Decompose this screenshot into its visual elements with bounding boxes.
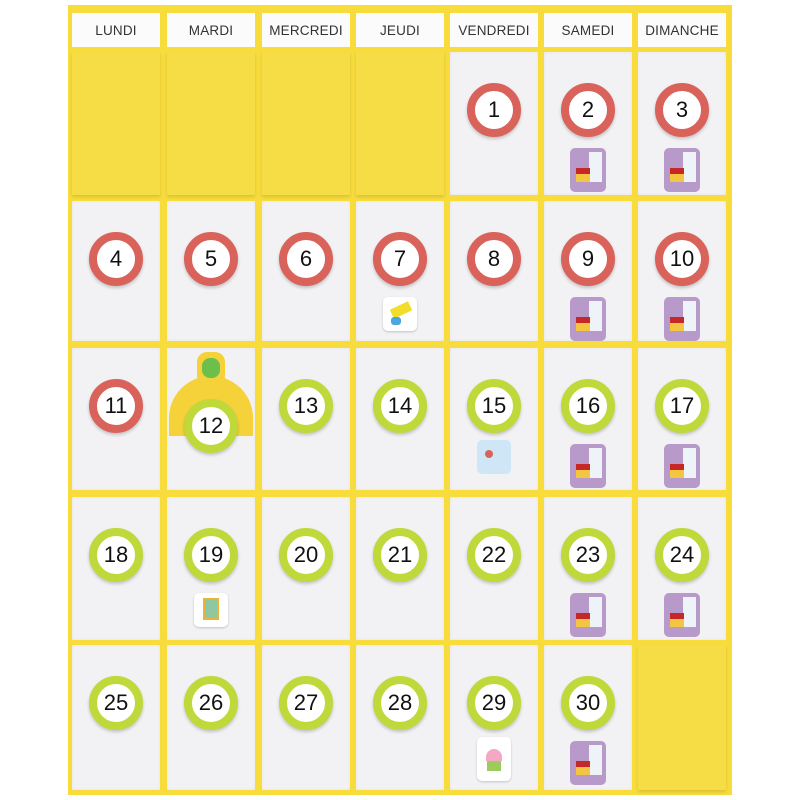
day-header-lundi: LUNDI (72, 13, 160, 47)
date-pocket[interactable]: 10 (638, 201, 726, 341)
house-sticker-icon[interactable] (570, 741, 606, 785)
house-sticker-icon[interactable] (664, 148, 700, 192)
date-pocket[interactable]: 2 (544, 52, 632, 195)
date-pocket[interactable]: 25 (72, 645, 160, 790)
date-disc[interactable]: 20 (279, 528, 333, 582)
day-header-mercredi: MERCREDI (262, 13, 350, 47)
date-pocket[interactable]: 28 (356, 645, 444, 790)
date-pocket[interactable]: 27 (262, 645, 350, 790)
date-pocket[interactable]: 6 (262, 201, 350, 341)
date-pocket[interactable]: 24 (638, 497, 726, 640)
date-pocket[interactable]: 5 (167, 201, 255, 341)
day-header-jeudi: JEUDI (356, 13, 444, 47)
date-disc[interactable]: 28 (373, 676, 427, 730)
date-pocket[interactable]: 11 (72, 348, 160, 490)
date-pocket[interactable]: 4 (72, 201, 160, 341)
date-disc[interactable]: 27 (279, 676, 333, 730)
house-sticker-icon[interactable] (570, 593, 606, 637)
date-disc[interactable]: 2 (561, 83, 615, 137)
date-pocket[interactable]: 3 (638, 52, 726, 195)
date-disc[interactable]: 30 (561, 676, 615, 730)
date-disc[interactable]: 22 (467, 528, 521, 582)
empty-pocket-cover[interactable] (262, 52, 350, 195)
date-pocket[interactable]: 13 (262, 348, 350, 490)
date-pocket[interactable]: 26 (167, 645, 255, 790)
date-pocket[interactable]: 21 (356, 497, 444, 640)
date-pocket[interactable]: 29 (450, 645, 538, 790)
date-disc[interactable]: 16 (561, 379, 615, 433)
date-pocket[interactable]: 12 (167, 348, 255, 490)
date-disc[interactable]: 1 (467, 83, 521, 137)
date-disc[interactable]: 4 (89, 232, 143, 286)
date-disc[interactable]: 10 (655, 232, 709, 286)
date-pocket[interactable]: 30 (544, 645, 632, 790)
date-disc[interactable]: 14 (373, 379, 427, 433)
house-sticker-icon[interactable] (570, 444, 606, 488)
day-header-samedi: SAMEDI (544, 13, 632, 47)
date-disc[interactable]: 12 (184, 399, 238, 453)
date-pocket[interactable]: 20 (262, 497, 350, 640)
date-disc[interactable]: 17 (655, 379, 709, 433)
date-pocket[interactable]: 19 (167, 497, 255, 640)
day-header-mardi: MARDI (167, 13, 255, 47)
date-disc[interactable]: 15 (467, 379, 521, 433)
date-disc[interactable]: 6 (279, 232, 333, 286)
day-header-vendredi: VENDREDI (450, 13, 538, 47)
date-disc[interactable]: 19 (184, 528, 238, 582)
empty-pocket-cover[interactable] (638, 645, 726, 790)
date-disc[interactable]: 3 (655, 83, 709, 137)
house-sticker-icon[interactable] (664, 297, 700, 341)
date-pocket[interactable]: 7 (356, 201, 444, 341)
date-disc[interactable]: 8 (467, 232, 521, 286)
date-pocket[interactable]: 23 (544, 497, 632, 640)
date-disc[interactable]: 7 (373, 232, 427, 286)
cake-sticker-icon[interactable] (477, 737, 511, 781)
med-sticker-icon[interactable] (477, 440, 511, 474)
date-pocket[interactable]: 22 (450, 497, 538, 640)
date-disc[interactable]: 23 (561, 528, 615, 582)
date-disc[interactable]: 25 (89, 676, 143, 730)
empty-pocket-cover[interactable] (72, 52, 160, 195)
date-pocket[interactable]: 14 (356, 348, 444, 490)
date-disc[interactable]: 11 (89, 379, 143, 433)
house-sticker-icon[interactable] (664, 444, 700, 488)
date-disc[interactable]: 24 (655, 528, 709, 582)
date-disc[interactable]: 5 (184, 232, 238, 286)
date-disc[interactable]: 29 (467, 676, 521, 730)
date-disc[interactable]: 9 (561, 232, 615, 286)
date-disc[interactable]: 18 (89, 528, 143, 582)
paint-sticker-icon[interactable] (383, 297, 417, 331)
date-pocket[interactable]: 17 (638, 348, 726, 490)
date-pocket[interactable]: 1 (450, 52, 538, 195)
date-pocket[interactable]: 15 (450, 348, 538, 490)
date-pocket[interactable]: 18 (72, 497, 160, 640)
empty-pocket-cover[interactable] (356, 52, 444, 195)
house-sticker-icon[interactable] (570, 297, 606, 341)
pic-sticker-icon[interactable] (194, 593, 228, 627)
date-pocket[interactable]: 9 (544, 201, 632, 341)
date-disc[interactable]: 13 (279, 379, 333, 433)
date-disc[interactable]: 21 (373, 528, 427, 582)
house-sticker-icon[interactable] (664, 593, 700, 637)
date-disc[interactable]: 26 (184, 676, 238, 730)
date-pocket[interactable]: 8 (450, 201, 538, 341)
empty-pocket-cover[interactable] (167, 52, 255, 195)
date-pocket[interactable]: 16 (544, 348, 632, 490)
house-sticker-icon[interactable] (570, 148, 606, 192)
calendar-board: LUNDI MARDI MERCREDI JEUDI VENDREDI SAMEDI DIM… (68, 5, 732, 795)
day-header-dimanche: DIMANCHE (638, 13, 726, 47)
